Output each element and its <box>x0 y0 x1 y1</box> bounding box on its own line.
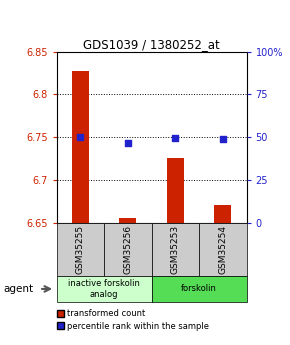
Title: GDS1039 / 1380252_at: GDS1039 / 1380252_at <box>83 38 220 51</box>
Text: inactive forskolin
analog: inactive forskolin analog <box>68 279 140 299</box>
Point <box>173 135 177 141</box>
Bar <box>167 158 184 223</box>
Text: GSM35254: GSM35254 <box>218 225 227 274</box>
Text: GSM35256: GSM35256 <box>123 225 132 274</box>
Text: GSM35255: GSM35255 <box>76 225 85 274</box>
Text: GSM35253: GSM35253 <box>171 225 180 274</box>
Point <box>126 140 130 146</box>
Bar <box>119 218 136 223</box>
Point <box>220 136 225 141</box>
Text: percentile rank within the sample: percentile rank within the sample <box>67 322 209 331</box>
Text: forskolin: forskolin <box>181 284 217 294</box>
Bar <box>72 70 89 223</box>
Point <box>78 134 83 140</box>
Text: agent: agent <box>3 284 33 294</box>
Text: transformed count: transformed count <box>67 309 146 318</box>
Bar <box>214 205 231 223</box>
